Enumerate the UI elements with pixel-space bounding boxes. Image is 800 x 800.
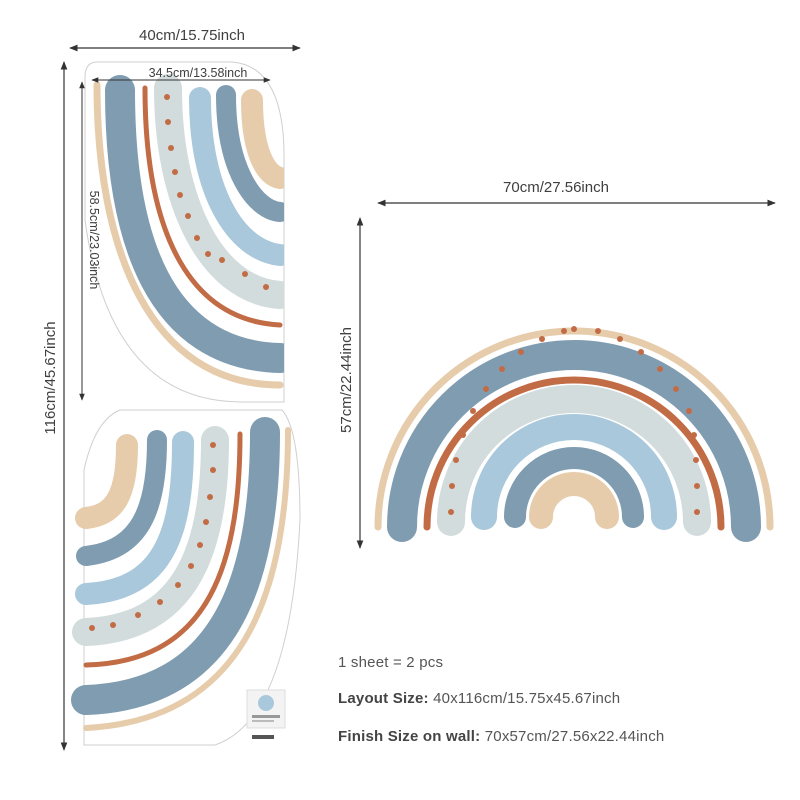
- rainbow-width-label: 70cm/27.56inch: [503, 179, 609, 196]
- layout-sheet: [71, 61, 301, 746]
- rainbow-sage-dotted-band: [437, 385, 711, 536]
- rainbow-dots: [448, 326, 700, 515]
- finished-rainbow: [374, 326, 774, 542]
- info-count: 1 sheet = 2 pcs: [338, 654, 443, 671]
- rainbow-center-beige-band: [529, 472, 619, 529]
- piece-width-label: 34.5cm/13.58inch: [149, 66, 248, 80]
- rainbow-height-label: 57cm/22.44inch: [338, 327, 355, 433]
- piece-height-label: 58.5cm/23.03inch: [87, 191, 101, 290]
- info-finish-size: Finish Size on wall: 70x57cm/27.56x22.44…: [338, 728, 664, 745]
- rainbow-inner-slate-band: [504, 447, 644, 528]
- layout-size-label: Layout Size:: [338, 690, 429, 707]
- sheet-label-sticker: [246, 689, 286, 739]
- sheet-piece-bottom: [71, 417, 291, 731]
- sheet-width-label: 40cm/15.75inch: [139, 27, 245, 44]
- sheet-height-label: 116cm/45.67inch: [42, 321, 59, 434]
- finish-size-label: Finish Size on wall:: [338, 728, 481, 745]
- finish-size-value: 70x57cm/27.56x22.44inch: [484, 728, 665, 745]
- rainbow-slate-outer-band: [387, 340, 761, 542]
- layout-size-value: 40x116cm/15.75x45.67inch: [433, 690, 621, 707]
- info-layout-size: Layout Size: 40x116cm/15.75x45.67inch: [338, 690, 620, 707]
- count-text: 1 sheet = 2 pcs: [338, 654, 444, 671]
- rainbow-rust-stripe: [423, 376, 725, 531]
- sheet-piece-top: [93, 74, 284, 389]
- rainbow-light-blue-band: [471, 414, 677, 530]
